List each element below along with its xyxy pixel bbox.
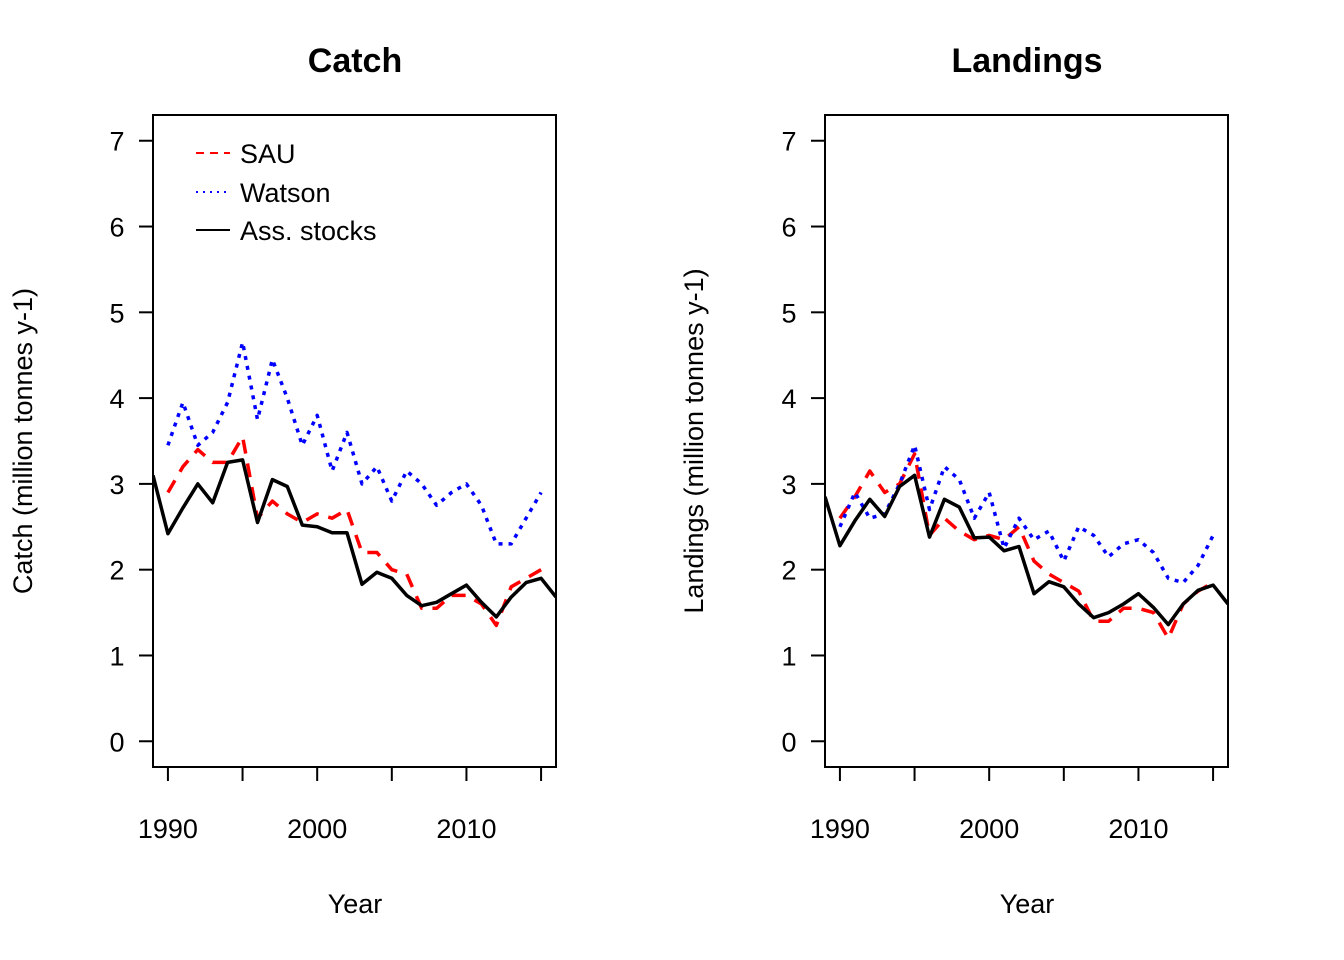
landings-panel: Landings 0 1 2 3 4 5 6 7 1990 2000 2010 Year Land… [679,42,1229,919]
legend: SAU Watson Ass. stocks [196,139,377,246]
catch-sau-line [166,434,542,628]
catch-y-tick-label: 1 [109,641,124,671]
catch-x-tick-label: 1990 [138,814,198,844]
landings-series-lines [825,443,1228,641]
catch-ass-stocks-line [153,458,556,619]
landings-x-axis: 1990 2000 2010 [810,767,1215,844]
catch-plot-box [152,114,557,768]
landings-x-tick-label: 2000 [959,814,1019,844]
landings-x-tick-label: 1990 [810,814,870,844]
landings-y-tick-label: 3 [781,470,796,500]
catch-y-tick-label: 7 [109,127,124,157]
landings-plot-box [824,114,1229,768]
catch-y-tick-label: 6 [109,213,124,243]
landings-y-tick-label: 6 [781,213,796,243]
catch-x-axis: 1990 2000 2010 [138,767,543,844]
catch-y-tick-label: 4 [109,384,124,414]
catch-x-tick-label: 2000 [287,814,347,844]
catch-y-axis: 0 1 2 3 4 5 6 7 [109,127,153,757]
landings-y-tick-label: 1 [781,641,796,671]
legend-label-ass-stocks: Ass. stocks [240,216,377,246]
landings-x-axis-label: Year [1000,889,1055,919]
landings-y-tick-label: 0 [781,727,796,757]
catch-watson-line [166,340,543,546]
catch-x-tick-label: 2010 [436,814,496,844]
landings-y-tick-label: 2 [781,556,796,586]
landings-y-axis-label: Landings (million tonnes y-1) [679,268,709,613]
landings-y-tick-label: 7 [781,127,796,157]
landings-ass-stocks-line [825,473,1228,627]
legend-label-sau: SAU [240,139,296,169]
catch-y-axis-label: Catch (million tonnes y-1) [8,288,38,594]
landings-chart-title: Landings [951,42,1102,80]
catch-panel: Catch 0 1 2 3 4 5 6 7 1990 2000 2010 Year Catch (… [8,42,557,919]
landings-y-tick-label: 4 [781,384,796,414]
catch-y-tick-label: 2 [109,556,124,586]
landings-y-tick-label: 5 [781,298,796,328]
catch-x-axis-label: Year [328,889,383,919]
catch-y-tick-label: 5 [109,298,124,328]
landings-x-tick-label: 2010 [1108,814,1168,844]
catch-y-tick-label: 0 [109,727,124,757]
catch-y-tick-label: 3 [109,470,124,500]
legend-label-watson: Watson [240,178,331,208]
landings-y-axis: 0 1 2 3 4 5 6 7 [781,127,825,757]
catch-chart-title: Catch [308,42,402,80]
landings-watson-line [838,443,1215,585]
catch-series-lines [153,340,556,628]
